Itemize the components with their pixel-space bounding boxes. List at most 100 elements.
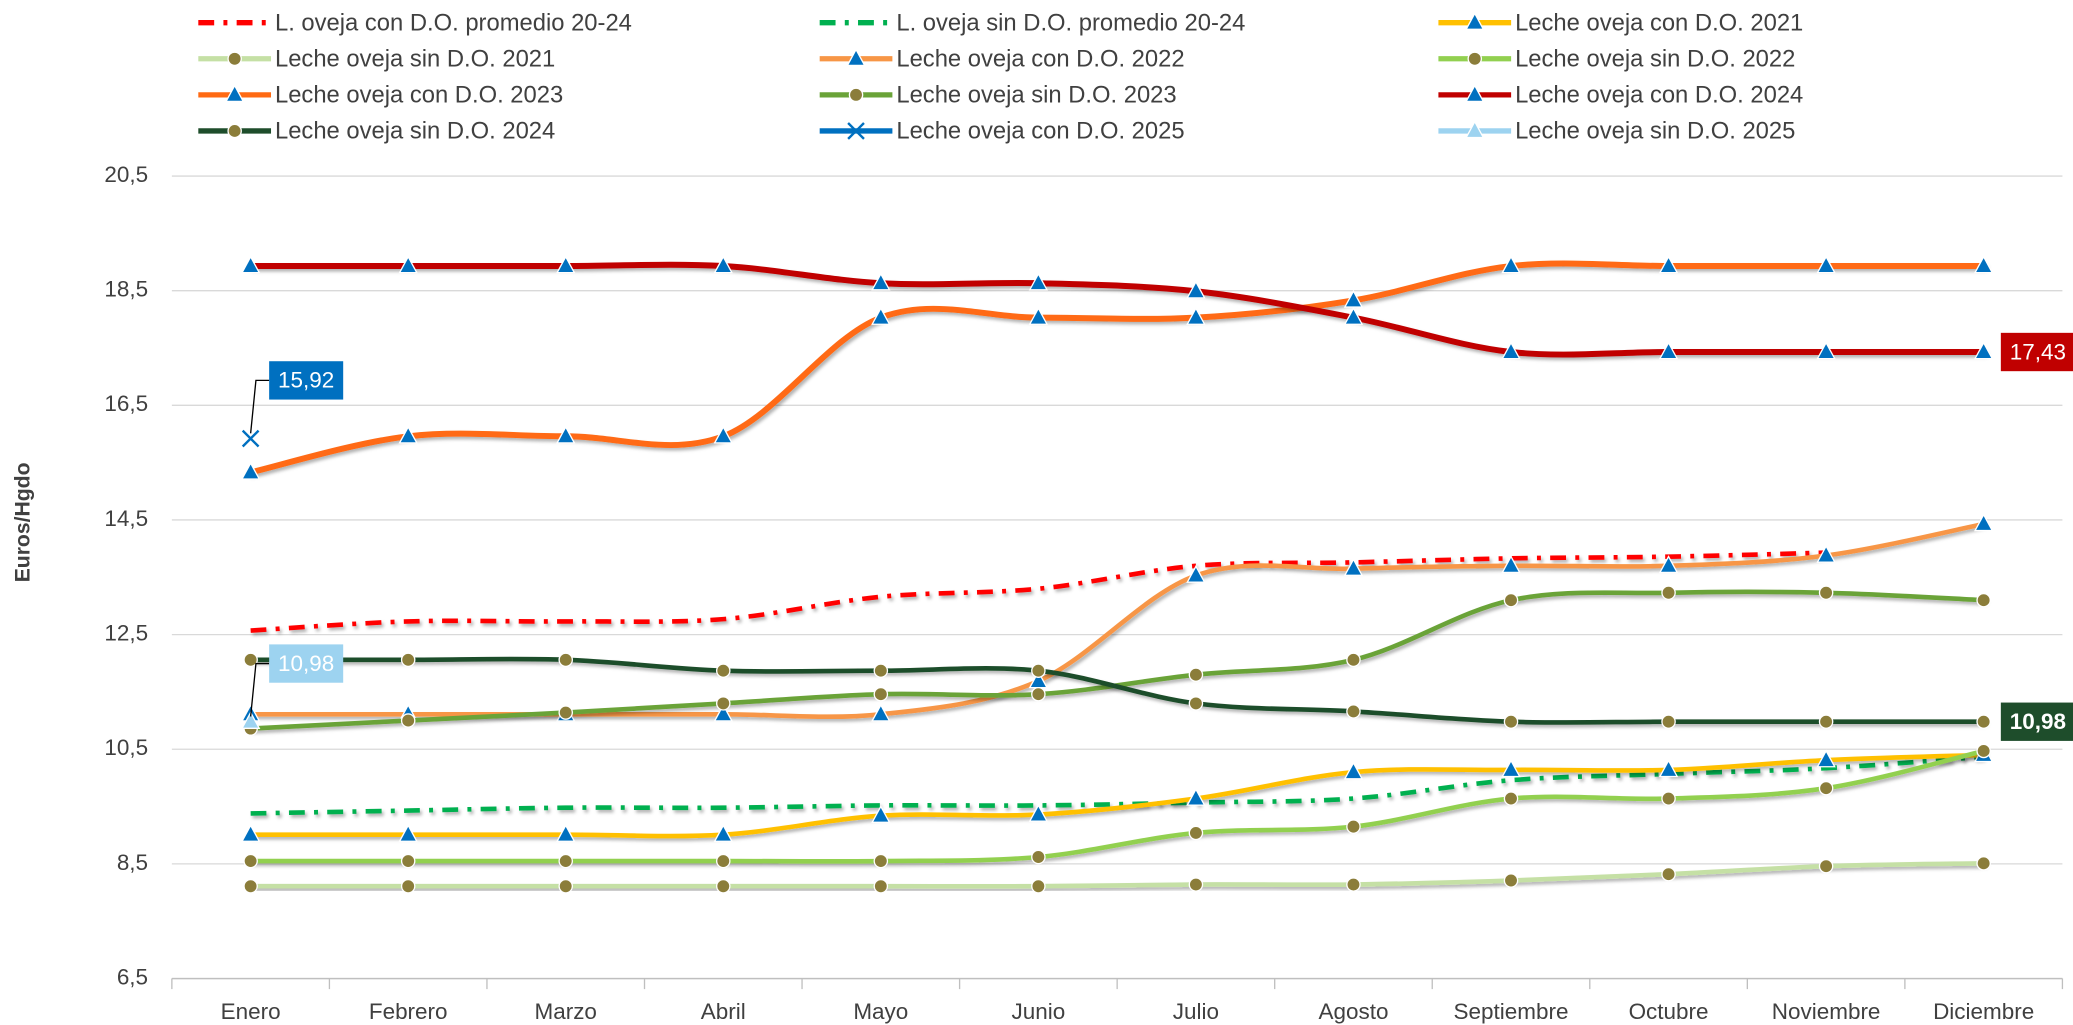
marker <box>1501 759 1521 778</box>
legend-label: Leche oveja con D.O. 2023 <box>275 81 563 108</box>
marker <box>716 853 731 869</box>
marker <box>1186 306 1206 325</box>
marker <box>873 686 889 702</box>
marker <box>1976 714 1991 730</box>
legend-item: L. oveja sin D.O. promedio 20-24 <box>819 9 1245 36</box>
marker <box>1658 555 1679 574</box>
marker <box>716 878 731 894</box>
y-tick-label: 12,5 <box>104 621 148 646</box>
y-tick-label: 20,5 <box>104 162 148 187</box>
series <box>240 744 1994 842</box>
marker <box>1031 849 1046 865</box>
marker <box>1028 272 1049 291</box>
legend-label: Leche oveja con D.O. 2024 <box>1515 81 1803 108</box>
marker <box>243 853 258 869</box>
legend-item: Leche oveja sin D.O. 2021 <box>198 45 555 72</box>
marker <box>243 878 258 894</box>
marker <box>243 652 258 668</box>
series: 15,92 <box>241 361 344 448</box>
legend-item: Leche oveja con D.O. 2022 <box>819 45 1185 72</box>
marker <box>848 87 864 103</box>
value-label-box <box>269 644 344 683</box>
marker <box>1465 120 1485 139</box>
marker <box>1818 780 1834 796</box>
marker <box>1465 12 1485 30</box>
marker <box>1503 714 1519 730</box>
x-tick-label: Marzo <box>535 999 597 1024</box>
marker <box>1028 306 1049 325</box>
marker <box>1186 280 1206 299</box>
value-label: 10,98 <box>2010 709 2066 734</box>
marker <box>558 853 574 869</box>
marker <box>1031 663 1046 678</box>
marker <box>400 853 416 869</box>
marker <box>1028 803 1049 822</box>
marker <box>1346 819 1361 834</box>
marker <box>1501 555 1521 574</box>
legend-label: Leche oveja con D.O. 2022 <box>896 45 1184 72</box>
marker <box>1501 255 1521 274</box>
x-tick-label: Enero <box>221 999 281 1024</box>
x-tick-label: Agosto <box>1318 999 1388 1024</box>
legend-item: Leche oveja sin D.O. 2025 <box>1438 118 1795 145</box>
marker <box>556 255 576 274</box>
value-label: 15,92 <box>278 368 334 393</box>
marker <box>871 272 891 291</box>
y-tick-label: 8,5 <box>117 850 148 875</box>
marker <box>227 123 242 139</box>
marker <box>558 878 574 894</box>
series: 17,43 <box>240 255 2073 372</box>
marker <box>716 663 731 678</box>
marker <box>1658 759 1679 778</box>
value-label-box <box>2000 702 2073 741</box>
marker <box>1031 686 1046 702</box>
series <box>243 743 1991 869</box>
x-tick-label: Septiembre <box>1454 999 1569 1024</box>
value-label-box <box>2000 332 2073 372</box>
x-tick-label: Junio <box>1012 999 1066 1024</box>
series <box>240 255 1994 480</box>
legend-item: Leche oveja con D.O. 2025 <box>819 118 1185 145</box>
marker <box>1346 652 1361 668</box>
marker <box>873 878 889 894</box>
marker <box>1816 749 1836 768</box>
legend-label: Leche oveja sin D.O. 2024 <box>275 118 555 145</box>
series-line <box>248 656 1986 725</box>
marker <box>240 461 261 480</box>
series-line <box>248 752 1986 839</box>
x-tick-label: Febrero <box>369 999 448 1024</box>
value-label-box <box>269 361 344 400</box>
legend-label: Leche oveja con D.O. 2021 <box>1515 9 1803 36</box>
marker <box>1465 84 1485 103</box>
marker <box>713 425 733 444</box>
legend-item: Leche oveja sin D.O. 2024 <box>198 118 555 145</box>
marker <box>398 255 418 274</box>
marker <box>713 255 733 274</box>
marker <box>1503 873 1519 888</box>
marker <box>1661 585 1676 601</box>
value-label: 17,43 <box>2010 339 2066 364</box>
series-line <box>247 260 1987 476</box>
marker <box>1501 341 1521 360</box>
series <box>240 513 1994 722</box>
marker <box>240 824 261 842</box>
marker <box>1661 714 1676 730</box>
marker <box>1661 791 1676 806</box>
y-tick-label: 16,5 <box>104 391 148 416</box>
y-tick-label: 6,5 <box>117 964 148 989</box>
marker <box>1658 255 1679 274</box>
x-tick-label: Abril <box>701 999 746 1024</box>
marker <box>1186 564 1206 583</box>
legend-item: Leche oveja con D.O. 2021 <box>1438 9 1803 36</box>
series-line <box>250 754 1984 816</box>
y-tick-label: 14,5 <box>104 506 148 531</box>
legend-item: Leche oveja con D.O. 2023 <box>198 81 563 108</box>
series <box>250 754 1984 816</box>
label-leader <box>249 662 270 717</box>
marker <box>556 824 576 842</box>
marker <box>1818 585 1834 601</box>
marker <box>227 51 242 67</box>
marker <box>873 663 889 678</box>
marker <box>1818 714 1834 730</box>
